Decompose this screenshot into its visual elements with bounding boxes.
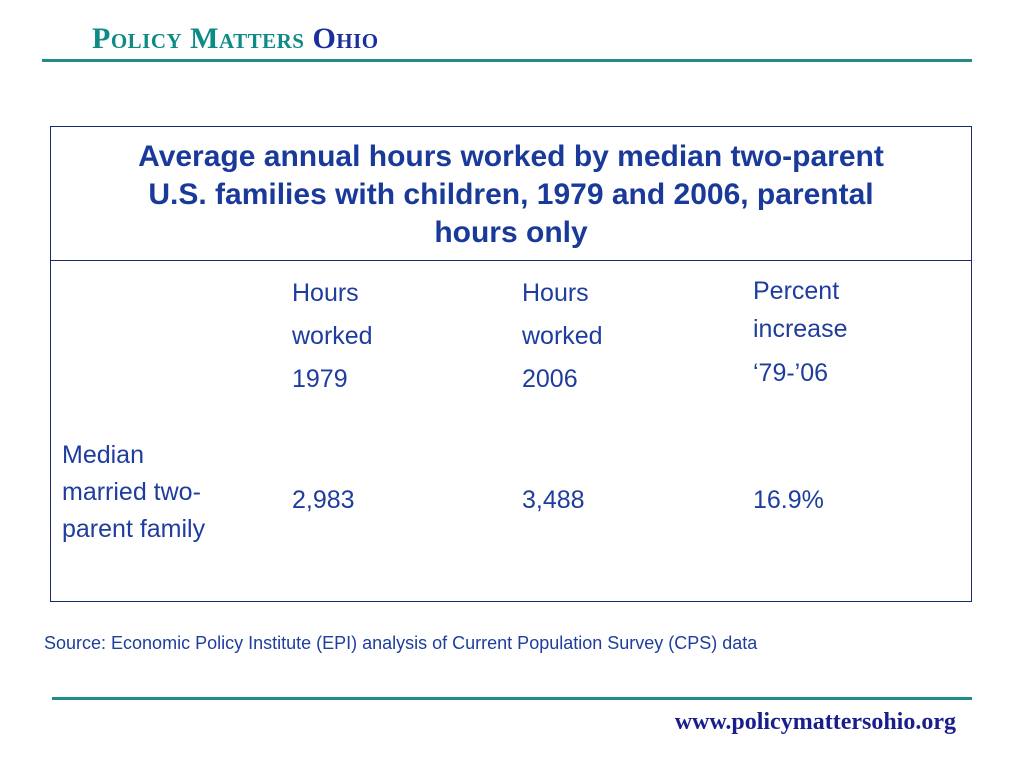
column-header-line: Percent xyxy=(753,277,840,305)
footer-divider xyxy=(52,697,972,700)
table-title: Average annual hours worked by median tw… xyxy=(51,127,971,261)
cell-hours-1979: 2,983 xyxy=(292,486,355,514)
header-divider xyxy=(42,59,972,62)
column-header-line: worked xyxy=(522,322,603,350)
brand-name-policy-matters: Policy Matters xyxy=(92,22,305,55)
column-header-line: Hours xyxy=(292,279,359,307)
cell-hours-2006: 3,488 xyxy=(522,486,585,514)
cell-percent-increase: 16.9% xyxy=(753,486,824,514)
brand-logo-text: Policy Matters Ohio xyxy=(92,22,379,56)
row-label-line: Median xyxy=(62,441,144,469)
column-header-percent-increase: Percent increase ‘79-’06 xyxy=(753,272,848,392)
column-header-line: 1979 xyxy=(292,365,348,393)
column-header-line: ‘79-’06 xyxy=(753,359,829,387)
hours-table: Average annual hours worked by median tw… xyxy=(50,126,972,602)
column-header-line: 2006 xyxy=(522,365,578,393)
column-header-line: worked xyxy=(292,322,373,350)
table-title-line: U.S. families with children, 1979 and 20… xyxy=(148,178,874,211)
footer-url-link[interactable]: www.policymattersohio.org xyxy=(674,709,956,735)
column-header-line: Hours xyxy=(522,279,589,307)
brand-name-ohio: Ohio xyxy=(312,22,379,55)
column-header-line: increase xyxy=(753,315,848,343)
row-label-line: married two- xyxy=(62,478,201,506)
column-header-hours-1979: Hours worked 1979 xyxy=(292,272,373,401)
column-header-hours-2006: Hours worked 2006 xyxy=(522,272,603,401)
row-label-line: parent family xyxy=(62,515,206,543)
row-label-median-family: Median married two- parent family xyxy=(62,437,205,548)
table-title-line: Average annual hours worked by median tw… xyxy=(138,140,884,173)
table-title-line: hours only xyxy=(434,216,588,249)
source-note: Source: Economic Policy Institute (EPI) … xyxy=(44,633,758,653)
